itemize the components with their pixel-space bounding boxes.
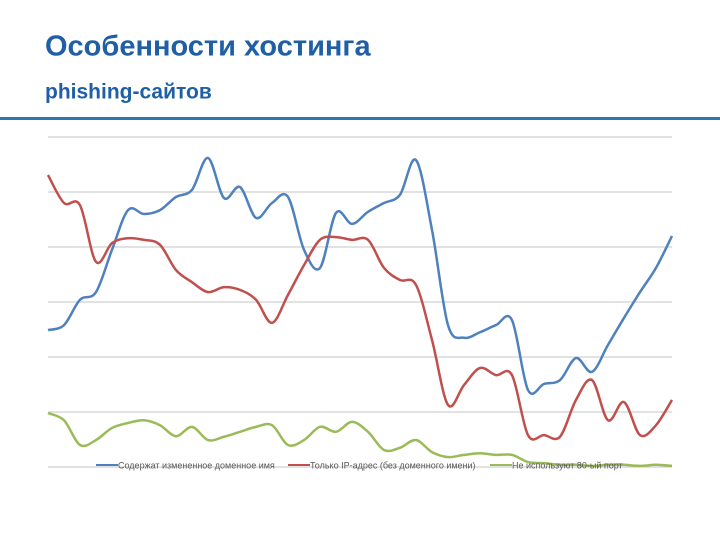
legend-label: Не используют 80-ый порт (512, 460, 623, 470)
slide-subtitle: phishing-сайтов (45, 81, 212, 104)
legend-label: Только IP-адрес (без доменного имени) (310, 460, 476, 470)
title-rule (0, 117, 720, 120)
slide-title: Особенности хостинга (45, 31, 372, 63)
legend-label: Содержат измененное доменное имя (118, 460, 275, 470)
series-line (47, 156, 674, 396)
series-line (46, 174, 674, 441)
series-line (47, 411, 673, 468)
